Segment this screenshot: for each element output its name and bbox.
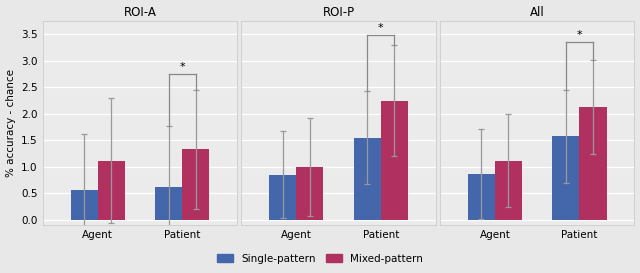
Text: *: * [577, 30, 582, 40]
Bar [296, 167, 323, 220]
Bar [381, 101, 408, 220]
Legend: Single-pattern, Mixed-pattern: Single-pattern, Mixed-pattern [213, 250, 427, 268]
Bar [468, 174, 495, 220]
Bar [97, 161, 125, 220]
Bar [155, 186, 182, 220]
Title: ROI-A: ROI-A [124, 5, 156, 19]
Bar [579, 107, 607, 220]
Bar [552, 136, 579, 220]
Bar [269, 175, 296, 220]
Bar [182, 149, 209, 220]
Text: *: * [378, 23, 383, 33]
Bar [70, 190, 97, 220]
Title: All: All [530, 5, 545, 19]
Y-axis label: % accuracy - chance: % accuracy - chance [6, 69, 15, 177]
Bar [354, 138, 381, 220]
Text: *: * [179, 62, 185, 72]
Bar [495, 161, 522, 220]
Title: ROI-P: ROI-P [323, 5, 355, 19]
